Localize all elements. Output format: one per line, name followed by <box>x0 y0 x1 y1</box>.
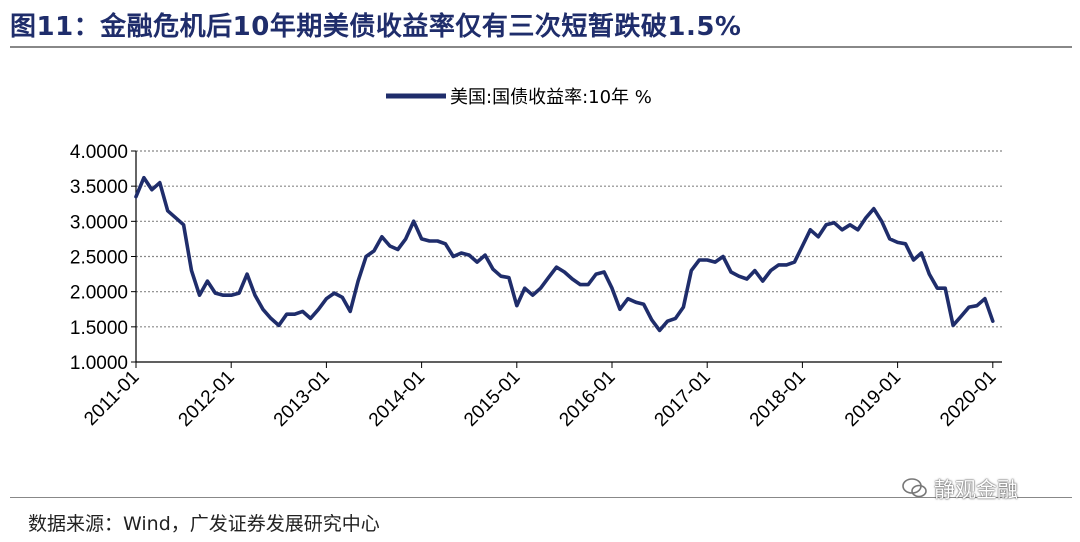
x-tick-label: 2012-01 <box>175 367 239 431</box>
y-tick-label: 2.5000 <box>70 248 128 269</box>
x-tick-label: 2011-01 <box>80 367 143 430</box>
y-tick-label: 3.5000 <box>70 177 128 198</box>
wechat-icon <box>902 478 927 498</box>
y-tick-label: 3.0000 <box>70 212 128 233</box>
x-tick-label: 2020-01 <box>936 367 1000 431</box>
x-tick-label: 2015-01 <box>460 367 524 431</box>
series-line <box>134 175 995 333</box>
legend: 美国:国债收益率:10年 % <box>386 87 652 108</box>
x-tick-label: 2017-01 <box>651 367 715 431</box>
watermark-text: 静观金融 <box>934 478 1018 502</box>
y-tick-label: 4.0000 <box>70 142 128 163</box>
x-tick-label: 2013-01 <box>270 367 334 431</box>
y-tick-label: 2.0000 <box>70 283 128 304</box>
y-tick-label: 1.0000 <box>70 353 128 374</box>
grid-lines <box>136 150 1002 328</box>
legend-label: 美国:国债收益率:10年 % <box>450 87 652 108</box>
y-axis-ticks: 1.0000 1.5000 2.0000 2.5000 3.0000 3.5000 4.00… <box>70 142 136 374</box>
x-tick-label: 2014-01 <box>365 367 429 431</box>
title-divider <box>10 46 1072 48</box>
y-tick-label: 1.5000 <box>70 318 128 339</box>
x-tick-label: 2016-01 <box>555 367 619 431</box>
chart-title: 图11：金融危机后10年期美债收益率仅有三次短暂跌破1.5% <box>10 12 742 42</box>
footer-divider <box>10 497 1072 498</box>
data-source: 数据来源：Wind，广发证券发展研究中心 <box>28 513 380 535</box>
plot-area <box>134 175 995 333</box>
x-axis-ticks: 2011-01 2012-01 2013-01 2014-01 2015-01 2016-… <box>80 362 1000 431</box>
x-tick-label: 2019-01 <box>841 367 905 431</box>
x-tick-label: 2018-01 <box>746 367 810 431</box>
